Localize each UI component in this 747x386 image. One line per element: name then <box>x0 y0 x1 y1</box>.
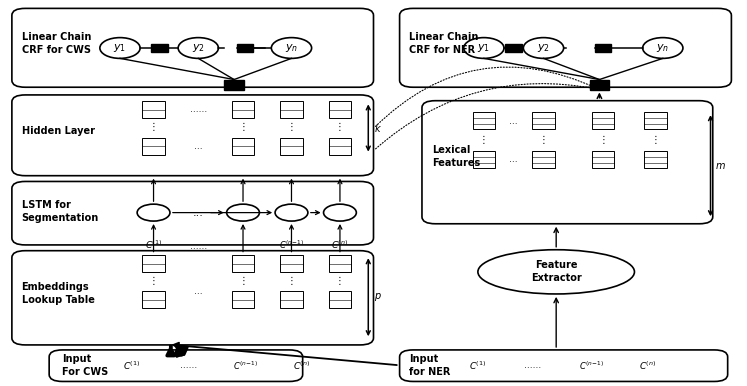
Text: $C^{(1)}$: $C^{(1)}$ <box>123 359 140 372</box>
Bar <box>592 112 614 129</box>
Text: ...: ... <box>509 117 518 126</box>
Text: ⋮: ⋮ <box>287 122 297 132</box>
Text: ⋮: ⋮ <box>149 276 158 286</box>
Bar <box>143 255 165 272</box>
Text: Input
For CWS: Input For CWS <box>62 354 108 377</box>
Text: Lexical
Features: Lexical Features <box>432 145 480 168</box>
Text: ...: ... <box>194 286 202 296</box>
Bar <box>644 151 666 168</box>
Text: $C^{(n)}$: $C^{(n)}$ <box>639 359 657 372</box>
Bar <box>232 138 254 154</box>
FancyBboxPatch shape <box>49 350 303 381</box>
Text: ⋮: ⋮ <box>335 276 345 286</box>
Bar <box>329 102 351 119</box>
Text: $C^{(1)}$: $C^{(1)}$ <box>145 239 162 251</box>
Text: ⋮: ⋮ <box>287 276 297 286</box>
Bar <box>473 151 495 168</box>
Text: Hidden Layer: Hidden Layer <box>22 126 95 136</box>
Text: Input
for NER: Input for NER <box>409 354 450 377</box>
Text: ⋮: ⋮ <box>238 122 248 132</box>
Text: Embeddings
Lookup Table: Embeddings Lookup Table <box>22 283 94 305</box>
Bar <box>644 112 666 129</box>
Text: ⋮: ⋮ <box>539 135 548 145</box>
Bar <box>232 291 254 308</box>
Bar <box>589 80 609 90</box>
Bar <box>152 44 168 52</box>
Bar <box>237 44 253 52</box>
FancyBboxPatch shape <box>12 95 374 176</box>
Bar <box>595 44 611 52</box>
FancyBboxPatch shape <box>422 101 713 224</box>
Text: ......: ...... <box>524 361 542 370</box>
FancyBboxPatch shape <box>12 251 374 345</box>
Text: $y_n$: $y_n$ <box>656 42 669 54</box>
Text: $y_2$: $y_2$ <box>537 42 550 54</box>
Text: ⋮: ⋮ <box>598 135 608 145</box>
Bar <box>280 102 303 119</box>
Bar <box>329 138 351 154</box>
Bar <box>280 255 303 272</box>
Bar <box>224 80 244 90</box>
Text: ...: ... <box>597 42 609 54</box>
Bar <box>506 44 522 52</box>
Bar <box>592 151 614 168</box>
Bar <box>143 102 165 119</box>
Bar <box>232 102 254 119</box>
Text: ⋮: ⋮ <box>479 135 489 145</box>
Text: $C^{(n\!-\!1)}$: $C^{(n\!-\!1)}$ <box>579 359 604 372</box>
Text: $m$: $m$ <box>715 161 726 171</box>
Text: $C^{(n)}$: $C^{(n)}$ <box>294 359 311 372</box>
Bar <box>329 291 351 308</box>
Text: Linear Chain
CRF for CWS: Linear Chain CRF for CWS <box>22 32 91 55</box>
Text: $C^{(n\!-\!1)}$: $C^{(n\!-\!1)}$ <box>279 239 304 251</box>
FancyBboxPatch shape <box>400 8 731 87</box>
Text: ......: ...... <box>180 361 197 370</box>
Bar <box>143 291 165 308</box>
FancyBboxPatch shape <box>12 181 374 245</box>
Bar <box>533 112 555 129</box>
FancyBboxPatch shape <box>12 8 374 87</box>
Text: $y_1$: $y_1$ <box>114 42 126 54</box>
Text: Feature
Extractor: Feature Extractor <box>531 261 582 283</box>
Text: LSTM for
Segmentation: LSTM for Segmentation <box>22 200 99 223</box>
Text: $p$: $p$ <box>374 291 381 303</box>
Bar <box>280 291 303 308</box>
Text: $C^{(1)}$: $C^{(1)}$ <box>469 359 486 372</box>
Bar <box>533 151 555 168</box>
Text: ...: ... <box>509 155 518 164</box>
Text: ⋮: ⋮ <box>238 276 248 286</box>
Text: $y_n$: $y_n$ <box>285 42 298 54</box>
Ellipse shape <box>478 250 634 294</box>
Text: ......: ...... <box>190 242 207 251</box>
Text: ...: ... <box>239 42 251 54</box>
Text: $k$: $k$ <box>374 122 382 134</box>
Text: $C^{(n)}$: $C^{(n)}$ <box>331 239 349 251</box>
Bar <box>473 112 495 129</box>
Text: ...: ... <box>193 208 204 218</box>
Bar <box>280 138 303 154</box>
Text: $C^{(n\!-\!1)}$: $C^{(n\!-\!1)}$ <box>232 359 258 372</box>
Text: ⋮: ⋮ <box>149 122 158 132</box>
Bar <box>232 255 254 272</box>
Text: $y_2$: $y_2$ <box>192 42 205 54</box>
FancyBboxPatch shape <box>400 350 728 381</box>
Text: ⋮: ⋮ <box>335 122 345 132</box>
Text: ⋮: ⋮ <box>651 135 660 145</box>
Text: ......: ...... <box>190 105 207 113</box>
Text: Linear Chain
CRF for NER: Linear Chain CRF for NER <box>409 32 479 55</box>
Bar <box>143 138 165 154</box>
Text: ...: ... <box>194 142 202 151</box>
Bar <box>329 255 351 272</box>
Text: $y_1$: $y_1$ <box>477 42 490 54</box>
